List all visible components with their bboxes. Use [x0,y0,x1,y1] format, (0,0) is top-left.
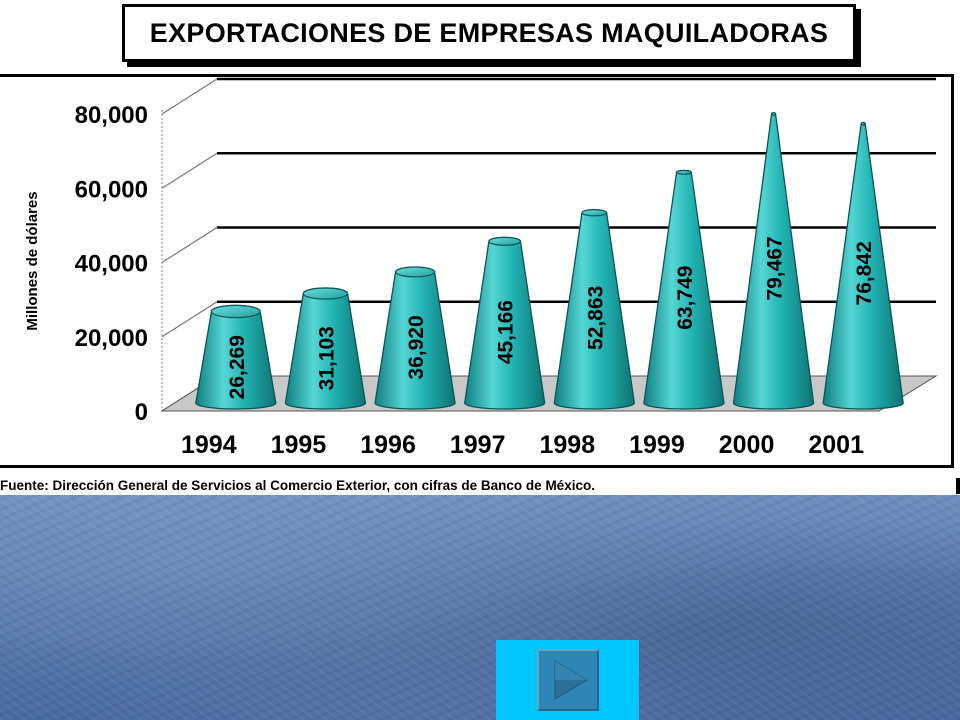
next-slide-button[interactable] [496,640,639,720]
cones-layer: 26,269 31,103 36,920 45,166 52,863 63,749 79,4… [195,112,904,410]
y-axis-label: Millones de dólares [24,191,41,330]
data-label: 79,467 [764,236,787,300]
depth-line [161,301,218,338]
x-tick-label: 1996 [360,431,416,459]
cone-bar-1997: 45,166 [464,236,546,410]
x-tick-label: 1998 [540,431,596,459]
floor-plane [160,375,938,412]
y-tick-label: 20,000 [75,325,148,352]
x-tick-label: 2001 [808,431,864,459]
title-box: EXPORTACIONES DE EMPRESAS MAQUILADORAS [122,4,856,62]
chart-back-wall [161,77,936,412]
y-axis-ticks: 0 20,000 40,000 60,000 80,000 [75,102,148,426]
data-label: 76,842 [853,241,876,305]
x-axis-ticks: 1994 1995 1996 1997 1998 1999 2000 2001 [181,431,864,459]
x-tick-label: 1999 [629,431,685,459]
next-button-face [536,649,599,711]
cone-top [770,112,777,116]
chart-title: EXPORTACIONES DE EMPRESAS MAQUILADORAS [149,17,829,48]
data-label: 36,920 [405,315,428,379]
depth-line [161,78,218,115]
cone-bar-1995: 31,103 [284,287,367,410]
background-texture [0,495,960,720]
cone-bar-2000: 79,467 [732,112,815,410]
edge-mark [956,478,960,494]
cone-top [675,169,692,175]
x-tick-label: 1994 [181,431,237,459]
cone-top [488,236,522,246]
cone-bar-1994: 26,269 [195,304,277,410]
cone-bar-1996: 36,920 [374,266,456,410]
x-tick-label: 1997 [450,431,506,459]
chart-slide: EXPORTACIONES DE EMPRESAS MAQUILADORAS 2… [0,4,960,494]
cone-bar-1998: 52,863 [553,209,635,410]
play-triangle-icon [554,660,588,700]
chart-frame: 26,269 31,103 36,920 45,166 52,863 63,749 79,4… [0,74,954,468]
cone-bar-2001: 76,842 [822,121,904,410]
cone-bar-1999: 63,749 [643,169,725,410]
depth-line [161,152,218,189]
cone-chart: 26,269 31,103 36,920 45,166 52,863 63,749 79,4… [24,77,938,459]
depth-line [161,226,218,264]
y-tick-label: 40,000 [75,251,148,278]
x-tick-label: 2000 [719,431,775,459]
data-label: 26,269 [226,335,249,399]
textured-background [0,495,960,720]
cone-top [210,304,261,319]
data-label: 63,749 [674,266,697,330]
cone-top [302,287,349,300]
source-note: Fuente: Dirección General de Servicios a… [0,478,595,493]
cone-top [860,121,866,126]
chart-floor [160,375,938,412]
cone-top [394,266,436,278]
x-tick-label: 1995 [271,431,327,459]
cone-top [581,209,608,217]
data-label: 52,863 [584,286,607,350]
y-tick-label: 80,000 [75,102,148,129]
y-tick-label: 60,000 [75,176,148,203]
y-tick-label: 0 [135,399,148,426]
data-label: 45,166 [495,300,518,364]
data-label: 31,103 [315,326,338,390]
